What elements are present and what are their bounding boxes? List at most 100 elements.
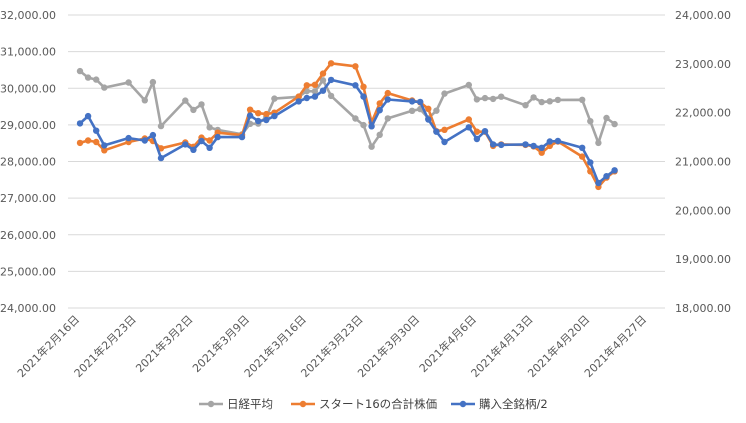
data-point-series-3 xyxy=(149,131,157,139)
data-point-series-3 xyxy=(603,173,610,180)
data-point-series-1 xyxy=(579,96,586,104)
data-point-series-2 xyxy=(311,81,319,89)
data-point-series-1 xyxy=(465,81,472,89)
data-point-series-2 xyxy=(538,149,545,156)
data-point-series-2 xyxy=(360,83,367,91)
data-point-series-1 xyxy=(182,97,189,104)
legend-label-1: 日経平均 xyxy=(227,397,273,411)
data-point-series-3 xyxy=(522,141,529,148)
data-point-series-3 xyxy=(376,107,383,114)
data-point-series-3 xyxy=(408,98,416,105)
data-point-series-3 xyxy=(214,133,221,141)
data-point-series-3 xyxy=(206,144,213,151)
data-point-series-3 xyxy=(157,154,165,162)
data-point-series-3 xyxy=(76,120,84,127)
y-right-tick-label: 21,000.00 xyxy=(675,156,731,169)
data-point-series-1 xyxy=(271,95,278,102)
data-point-series-1 xyxy=(530,94,537,101)
data-point-series-2 xyxy=(101,147,108,154)
x-tick-label: 2021年4月6日 xyxy=(416,312,479,375)
data-point-series-3 xyxy=(327,76,335,84)
data-point-series-1 xyxy=(489,95,497,103)
data-point-series-1 xyxy=(327,92,335,100)
data-point-series-1 xyxy=(384,115,391,122)
data-point-series-2 xyxy=(327,60,335,67)
data-point-series-2 xyxy=(465,116,472,123)
y-right-tick-label: 24,000.00 xyxy=(675,9,731,22)
data-point-series-1 xyxy=(538,98,545,106)
data-point-series-1 xyxy=(190,106,197,114)
data-point-series-2 xyxy=(246,106,254,113)
y-right-tick-label: 23,000.00 xyxy=(675,58,731,71)
data-point-series-3 xyxy=(360,93,367,100)
data-point-series-2 xyxy=(255,110,262,117)
data-point-series-3 xyxy=(417,98,424,106)
y-left-tick-label: 28,000.00 xyxy=(0,156,56,169)
data-point-series-1 xyxy=(587,118,594,125)
data-point-series-2 xyxy=(84,137,92,144)
data-point-series-3 xyxy=(93,127,100,134)
data-point-series-3 xyxy=(579,144,586,151)
legend-marker-1 xyxy=(207,400,215,408)
data-point-series-1 xyxy=(157,122,165,130)
data-point-series-1 xyxy=(352,115,359,122)
data-point-series-1 xyxy=(360,121,367,129)
data-point-series-3 xyxy=(352,82,359,89)
data-point-series-3 xyxy=(238,133,246,141)
data-point-series-1 xyxy=(76,67,84,75)
data-point-series-2 xyxy=(579,153,586,160)
data-point-series-1 xyxy=(546,98,553,105)
legend-marker-3 xyxy=(459,400,467,408)
y-left-tick-label: 29,000.00 xyxy=(0,119,56,132)
data-point-series-3 xyxy=(263,116,270,124)
data-point-series-3 xyxy=(473,135,481,143)
y-left-tick-label: 24,000.00 xyxy=(0,302,56,315)
data-point-series-1 xyxy=(319,77,327,84)
data-point-series-1 xyxy=(311,88,319,95)
data-point-series-3 xyxy=(125,134,132,142)
data-point-series-3 xyxy=(465,124,472,131)
data-point-series-2 xyxy=(376,100,383,107)
data-point-series-1 xyxy=(198,101,205,108)
data-point-series-3 xyxy=(246,112,254,119)
y-left-tick-label: 32,000.00 xyxy=(0,9,56,22)
y-left-tick-label: 26,000.00 xyxy=(0,229,56,242)
data-point-series-2 xyxy=(303,82,310,89)
data-point-series-1 xyxy=(433,107,440,114)
y-right-tick-label: 19,000.00 xyxy=(675,253,731,266)
data-point-series-3 xyxy=(530,142,537,150)
data-point-series-3 xyxy=(182,141,189,148)
data-point-series-3 xyxy=(255,117,262,125)
data-point-series-3 xyxy=(101,142,108,149)
x-tick-label: 2021年3月9日 xyxy=(189,312,252,375)
data-point-series-2 xyxy=(319,70,327,77)
data-point-series-1 xyxy=(498,93,505,100)
legend-label-2: スタート16の合計株価 xyxy=(319,397,437,411)
data-point-series-3 xyxy=(368,123,375,130)
x-tick-label: 2021年3月2日 xyxy=(133,312,196,375)
y-right-tick-label: 18,000.00 xyxy=(675,302,731,315)
data-point-series-3 xyxy=(141,137,148,144)
data-point-series-1 xyxy=(206,124,213,131)
data-point-series-3 xyxy=(190,146,197,153)
data-point-series-3 xyxy=(295,98,302,105)
data-point-series-3 xyxy=(538,144,545,151)
data-point-series-3 xyxy=(384,96,391,103)
data-point-series-3 xyxy=(84,112,92,120)
data-point-series-2 xyxy=(263,110,270,118)
data-point-series-3 xyxy=(311,93,319,100)
y-right-tick-label: 22,000.00 xyxy=(675,107,731,120)
data-point-series-3 xyxy=(546,138,553,145)
data-point-series-3 xyxy=(489,141,497,148)
y-left-tick-label: 27,000.00 xyxy=(0,192,56,205)
data-point-series-3 xyxy=(498,141,505,149)
data-point-series-3 xyxy=(595,179,602,187)
legend-label-3: 購入全銘柄/2 xyxy=(479,397,548,411)
data-point-series-2 xyxy=(93,138,100,146)
data-point-series-2 xyxy=(214,129,221,136)
y-left-tick-label: 30,000.00 xyxy=(0,82,56,95)
legend-marker-2 xyxy=(299,400,307,408)
data-point-series-1 xyxy=(93,76,100,83)
